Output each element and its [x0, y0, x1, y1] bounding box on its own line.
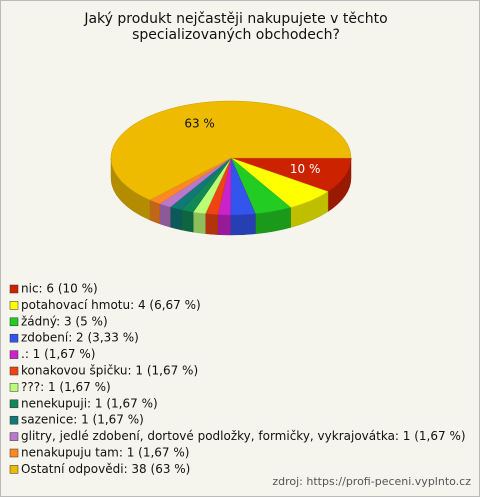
legend-swatch: [9, 366, 19, 376]
legend-swatch: [9, 415, 19, 425]
legend-label: žádný: 3 (5 %): [21, 314, 108, 328]
slice-side: [230, 213, 256, 236]
slice-side: [169, 206, 182, 231]
slice: [230, 157, 352, 192]
legend-label: potahovací hmotu: 4 (6,67 %): [21, 298, 201, 312]
slice-side: [192, 211, 206, 234]
slice-side: [217, 214, 231, 236]
legend-label: .: 1 (1,67 %): [21, 347, 95, 361]
legend-swatch: [9, 399, 19, 409]
legend-label: glitry, jedlé zdobení, dortové podložky,…: [21, 429, 466, 443]
legend-swatch: [9, 301, 19, 310]
slice-side: [149, 199, 160, 225]
legend-swatch: [9, 465, 19, 474]
legend-label: ???: 1 (1,67 %): [21, 380, 111, 394]
legend-label: konakovou špičku: 1 (1,67 %): [21, 364, 198, 378]
slice-side: [159, 203, 171, 228]
legend-swatch: [9, 448, 19, 458]
slice-side: [205, 213, 219, 235]
legend-swatch: [9, 317, 19, 327]
legend-label: sazenice: 1 (1,67 %): [21, 413, 144, 427]
value-label: 10 %: [290, 162, 321, 176]
legend-swatch: [9, 383, 19, 392]
legend-swatch: [9, 350, 19, 359]
value-label: 63 %: [184, 117, 215, 131]
legend-swatch: [9, 284, 19, 294]
source: zdroj: https://profi-peceni.vyplnto.cz: [272, 475, 471, 488]
legend-swatch: [9, 432, 19, 441]
slice: [110, 100, 352, 201]
legend-swatch: [9, 333, 19, 343]
chart-title: Jaký produkt nejčastěji nakupujete v těc…: [84, 11, 388, 43]
legend-label: nic: 6 (10 %): [21, 282, 98, 296]
slice-side: [181, 209, 194, 233]
legend-label: nenakupuju tam: 1 (1,67 %): [21, 446, 189, 460]
legend-label: Ostatní odpovědi: 38 (63 %): [21, 462, 190, 476]
legend-label: zdobení: 2 (3,33 %): [21, 331, 139, 345]
legend-label: nenekupuji: 1 (1,67 %): [21, 396, 158, 410]
